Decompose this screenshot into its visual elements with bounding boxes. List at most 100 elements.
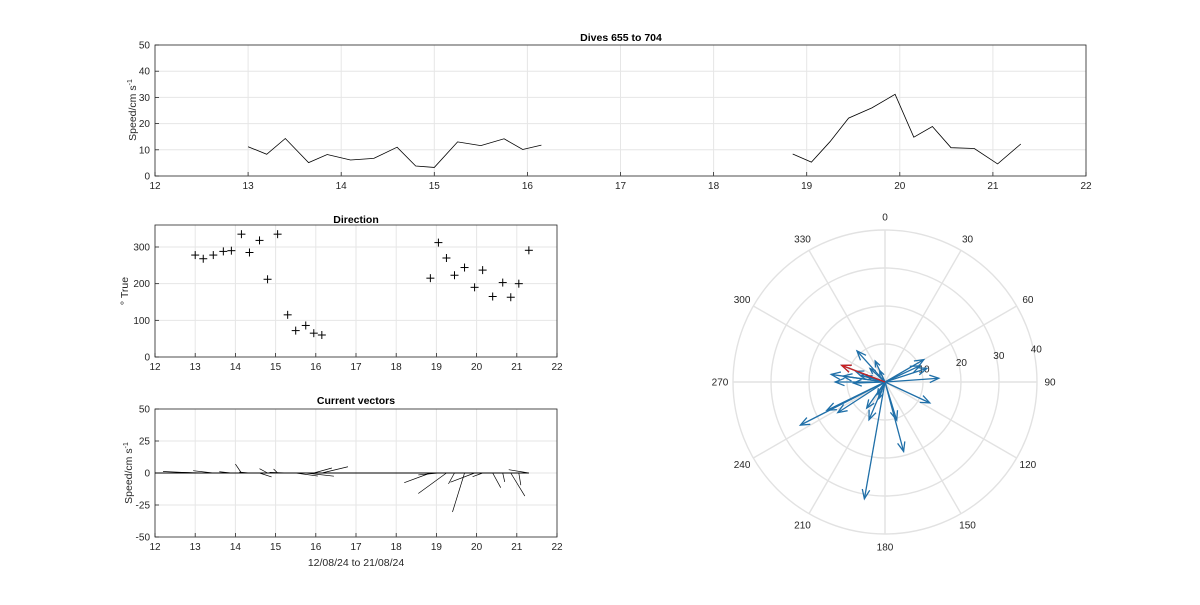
vectors-ylabel-text: Speed/cm s — [123, 448, 135, 503]
direction-xtick-label: 19 — [431, 362, 443, 373]
speed-ytick-label: 20 — [139, 119, 151, 130]
vector-stick — [305, 472, 334, 477]
speed-xtick-label: 18 — [708, 181, 720, 192]
polar-spoke — [884, 381, 1017, 459]
vector-stick — [313, 467, 332, 474]
polar-vector-head — [865, 399, 875, 410]
polar-vector-head — [889, 410, 899, 422]
direction-xtick-label: 13 — [190, 362, 202, 373]
polar-vector — [884, 381, 932, 404]
direction-panel: 12 13 14 15 16 17 18 19 20 21 22 0 100 200 300 Directi… — [119, 214, 563, 373]
polar-vector-shaft — [866, 381, 886, 409]
vector-stick — [321, 466, 349, 474]
polar-vector-head — [878, 392, 884, 401]
polar-vector — [884, 381, 899, 422]
polar-vector — [878, 381, 886, 401]
vector-stick — [235, 463, 242, 474]
direction-point — [219, 247, 228, 256]
vector-stick — [295, 472, 318, 477]
polar-spoke — [753, 305, 886, 383]
direction-point — [434, 238, 443, 247]
speed-xtick-label: 22 — [1080, 181, 1092, 192]
direction-xtick-label: 15 — [270, 362, 282, 373]
polar-spoke — [753, 381, 886, 459]
direction-ytick-label: 300 — [133, 243, 150, 254]
direction-point — [478, 266, 487, 275]
polar-vector-head — [864, 374, 873, 381]
direction-point — [309, 329, 318, 338]
speed-ytick-label: 50 — [139, 41, 151, 52]
vector-stick — [450, 472, 475, 483]
vectors-panel: 12 13 14 15 16 17 18 19 20 21 22 -50 -25 0 25 50 Curren… — [123, 395, 563, 569]
polar-vector-head — [798, 417, 811, 426]
vectors-axes: 12 13 14 15 16 17 18 19 20 21 22 -50 -25 0 25 50 — [136, 405, 563, 554]
speed-xtick-label: 20 — [894, 181, 906, 192]
polar-vector — [855, 349, 886, 383]
speed-ytick-label: 40 — [139, 67, 151, 78]
speed-xtick-label: 13 — [243, 181, 255, 192]
direction-xtick-label: 22 — [551, 362, 563, 373]
vector-stick — [239, 471, 250, 474]
polar-vector — [865, 381, 886, 410]
vectors-ytick-label: -50 — [136, 533, 151, 544]
vectors-xtick-label: 14 — [230, 542, 242, 553]
vector-stick — [510, 472, 526, 497]
direction-point — [506, 293, 515, 302]
polar-vector-head — [929, 374, 941, 384]
polar-vector-head — [868, 409, 877, 422]
polar-spoke — [884, 381, 962, 514]
direction-point — [227, 246, 236, 255]
polar-vector-head — [851, 378, 863, 387]
direction-point — [255, 236, 264, 245]
polar-vector-shaft — [831, 373, 886, 383]
speed-series-line — [247, 137, 542, 168]
polar-vector-head — [913, 358, 926, 368]
vector-stick — [219, 471, 232, 474]
vector-stick — [502, 472, 506, 483]
speed-axes: 12 13 14 15 16 17 18 19 20 21 22 0 10 20 30 40 50 — [139, 41, 1092, 193]
polar-vector-shaft — [869, 368, 886, 383]
vector-stick — [492, 472, 502, 488]
direction-ytick-label: 100 — [133, 316, 150, 327]
polar-vector-shaft — [884, 359, 925, 383]
vectors-xtick-label: 20 — [471, 542, 483, 553]
speed-ylabel-sup: -1 — [127, 79, 134, 85]
polar-vector-latest-head — [840, 364, 852, 373]
polar-vector — [884, 374, 941, 384]
polar-vector-head — [874, 359, 881, 368]
vectors-xtick-label: 16 — [310, 542, 322, 553]
polar-angle-label: 120 — [1020, 460, 1037, 471]
polar-radius-label: 40 — [1031, 345, 1043, 356]
vector-stick — [269, 472, 288, 474]
speed-xtick-label: 19 — [801, 181, 813, 192]
polar-spoke — [884, 250, 962, 383]
direction-point — [237, 230, 246, 239]
direction-point — [450, 271, 459, 280]
polar-vector — [868, 367, 886, 383]
vectors-xtick-label: 18 — [391, 542, 403, 553]
direction-xtick-label: 20 — [471, 362, 483, 373]
polar-angle-label: 210 — [794, 520, 811, 531]
speed-xtick-label: 21 — [987, 181, 999, 192]
polar-vector-shaft — [879, 370, 886, 383]
speed-series-line — [792, 93, 1022, 165]
direction-point — [442, 254, 451, 262]
speed-title: Dives 655 to 704 — [580, 32, 662, 44]
vectors-ytick-label: -25 — [136, 501, 151, 512]
polar-vector-shaft — [856, 350, 886, 383]
polar-vector — [833, 377, 885, 387]
vector-stick — [508, 469, 529, 474]
polar-panel: 030609012015018021024027030033010203040 — [712, 213, 1056, 554]
polar-vector-head — [916, 367, 929, 376]
direction-point — [426, 274, 435, 283]
vector-stick — [418, 472, 439, 476]
polar-spoke — [808, 250, 886, 383]
polar-vector-head — [836, 404, 848, 414]
speed-xtick-label: 12 — [149, 181, 161, 192]
polar-vector-shaft — [884, 381, 898, 421]
direction-xtick-label: 14 — [230, 362, 242, 373]
speed-xtick-label: 16 — [522, 181, 534, 192]
direction-point — [470, 283, 479, 292]
vector-stick — [452, 472, 465, 513]
